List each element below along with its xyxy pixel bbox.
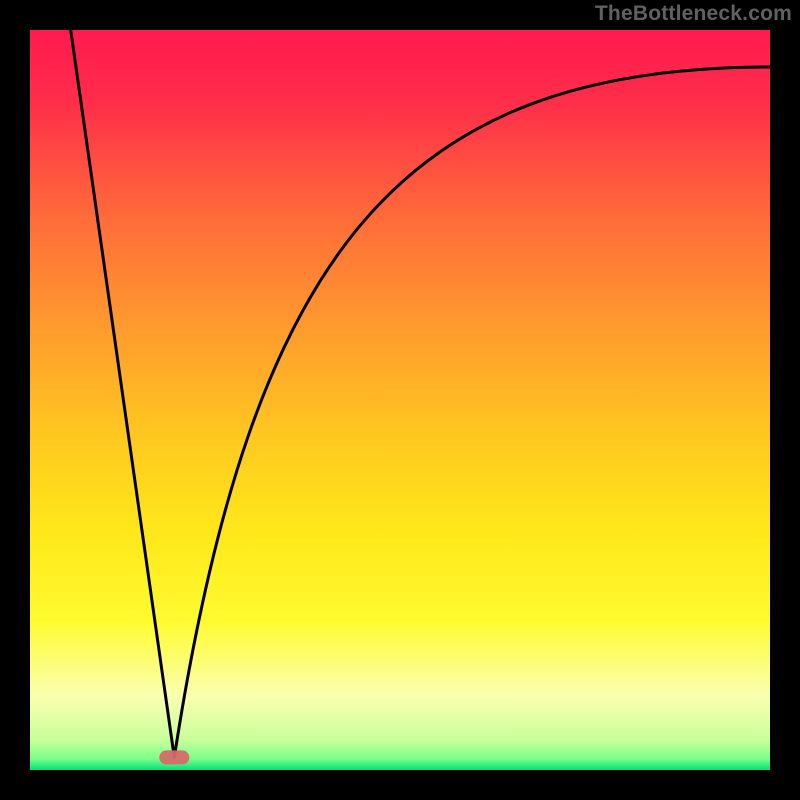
watermark-text: TheBottleneck.com <box>595 2 792 26</box>
gradient-background <box>30 30 770 770</box>
optimal-marker <box>159 750 189 764</box>
chart-frame: TheBottleneck.com <box>0 0 800 800</box>
bottleneck-chart <box>30 30 770 770</box>
